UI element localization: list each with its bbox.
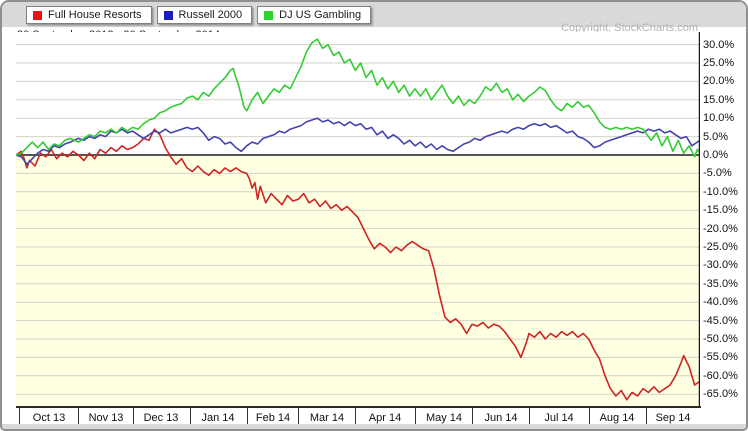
y-axis-tick-label: -15.0% xyxy=(703,204,738,217)
y-axis-tick-label: -35.0% xyxy=(703,277,738,290)
y-axis-tick-label: -30.0% xyxy=(703,259,738,272)
x-axis: Oct 13 Nov 13 Dec 13 Jan 14 Feb 14 Mar 14 Apr … xyxy=(16,406,701,428)
legend-label: Russell 2000 xyxy=(178,9,243,21)
x-axis-month-label: May 14 xyxy=(425,412,463,424)
chart-svg xyxy=(15,32,701,406)
series-line-full-house-resorts xyxy=(15,128,701,401)
y-axis-tick-label: -45.0% xyxy=(703,314,738,327)
x-axis-month-label: Sep 14 xyxy=(655,412,691,424)
series-line-dj-us-gambling xyxy=(15,38,701,158)
x-axis-tick xyxy=(247,408,248,425)
x-axis-month-label: Jul 14 xyxy=(544,412,574,424)
x-axis-tick xyxy=(646,408,647,425)
x-axis-month-label: Dec 13 xyxy=(143,412,179,424)
y-axis-tick-label: 5.0% xyxy=(703,130,729,143)
x-axis-tick xyxy=(355,408,356,425)
y-axis-tick-label: 30.0% xyxy=(703,38,735,51)
x-axis-month-label: Nov 13 xyxy=(88,412,124,424)
series-line-russell-2000 xyxy=(15,117,701,165)
x-axis-tick xyxy=(298,408,299,425)
x-axis-tick xyxy=(472,408,473,425)
y-axis-tick-label: -10.0% xyxy=(703,185,738,198)
below-zero-background xyxy=(16,155,700,406)
copyright-label: Copyright, StockCharts.com xyxy=(561,22,698,34)
x-axis-month-label: Mar 14 xyxy=(309,412,345,424)
x-axis-month-label: Feb 14 xyxy=(255,412,291,424)
y-axis-tick-label: 25.0% xyxy=(703,57,735,69)
legend: Full House Resorts Russell 2000 DJ US Gamb… xyxy=(26,6,372,24)
y-axis-tick-label: -65.0% xyxy=(703,388,738,401)
bottom-band xyxy=(2,424,746,429)
plot-area xyxy=(15,32,701,406)
y-axis-tick-label: -5.0% xyxy=(703,167,732,180)
y-axis-labels: 30.0% 25.0% 20.0% 15.0% 10.0% 5.0% 0.0% -5.0% -1… xyxy=(703,32,746,406)
y-axis-tick-label: -55.0% xyxy=(703,351,738,364)
legend-swatch xyxy=(163,10,173,20)
legend-item-full-house-resorts[interactable]: Full House Resorts xyxy=(26,6,152,24)
x-axis-month-label: Oct 13 xyxy=(32,412,66,424)
x-axis-tick xyxy=(589,408,590,425)
x-axis-tick xyxy=(19,408,20,425)
legend-item-russell-2000[interactable]: Russell 2000 xyxy=(156,6,253,24)
x-axis-tick xyxy=(415,408,416,425)
legend-swatch xyxy=(264,10,274,20)
x-axis-month-label: Apr 14 xyxy=(368,412,402,424)
x-axis-tick xyxy=(190,408,191,425)
y-axis-tick-label: -20.0% xyxy=(703,222,738,235)
legend-label: Full House Resorts xyxy=(48,9,142,21)
above-zero-background xyxy=(16,32,700,155)
x-axis-month-label: Aug 14 xyxy=(599,412,635,424)
x-axis-tick xyxy=(133,408,134,425)
x-axis-tick xyxy=(78,408,79,425)
legend-label: DJ US Gambling xyxy=(279,9,362,21)
y-axis-tick-label: 10.0% xyxy=(703,112,735,125)
legend-swatch xyxy=(33,10,42,20)
y-axis-tick-label: -50.0% xyxy=(703,333,738,345)
y-axis-tick-label: -40.0% xyxy=(703,296,738,309)
x-axis-month-label: Jan 14 xyxy=(201,412,235,424)
x-axis-month-label: Jun 14 xyxy=(484,412,518,424)
y-axis-tick-label: -25.0% xyxy=(703,241,738,253)
y-axis-tick-label: 20.0% xyxy=(703,75,735,88)
y-axis-tick-label: -60.0% xyxy=(703,369,738,382)
legend-item-dj-us-gambling[interactable]: DJ US Gambling xyxy=(257,6,372,24)
x-axis-tick xyxy=(529,408,530,425)
y-axis-tick-label: 0.0% xyxy=(703,149,729,161)
y-axis-tick-label: 15.0% xyxy=(703,93,735,106)
